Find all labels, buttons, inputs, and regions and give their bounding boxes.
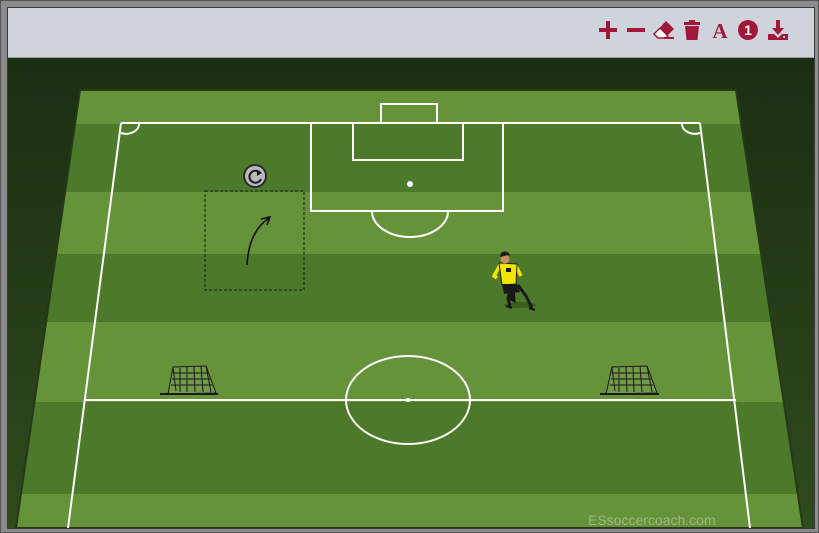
player-shirt-badge xyxy=(506,268,511,272)
player-head xyxy=(500,254,510,264)
left-touchline xyxy=(67,122,122,528)
player-boot-left xyxy=(505,305,513,309)
grass-stripes xyxy=(16,90,803,528)
center-spot xyxy=(406,398,410,402)
player-shirt xyxy=(498,262,518,286)
delete-button[interactable] xyxy=(680,18,704,42)
arrow-head xyxy=(260,215,272,226)
penalty-spot xyxy=(407,181,413,187)
eraser-icon xyxy=(652,21,674,39)
toolbar: A 1 xyxy=(8,8,814,58)
plus-icon xyxy=(599,21,617,39)
soccer-pitch[interactable]: ESsoccercoach.com xyxy=(8,58,814,528)
player-hair xyxy=(499,251,510,257)
number-badge-icon: 1 xyxy=(738,20,758,40)
curved-arrow[interactable] xyxy=(246,217,270,266)
text-button[interactable]: A xyxy=(708,18,732,42)
editor-canvas: A 1 xyxy=(7,7,815,529)
watermark: ESsoccercoach.com xyxy=(588,512,716,528)
minus-icon xyxy=(627,28,645,32)
text-tool-label: A xyxy=(712,19,728,42)
center-circle xyxy=(345,355,471,445)
rotate-icon xyxy=(248,169,262,184)
download-icon xyxy=(768,20,788,40)
corner-arc-left xyxy=(120,122,141,135)
player-shadow xyxy=(504,302,536,308)
player-leg-right xyxy=(516,284,534,309)
penalty-arc xyxy=(371,210,449,238)
pitch-edge xyxy=(14,89,805,528)
download-button[interactable] xyxy=(766,18,790,42)
player-boot-right xyxy=(528,307,536,311)
trash-icon xyxy=(684,20,700,40)
mini-goal-left[interactable] xyxy=(160,365,218,395)
player-shorts xyxy=(502,284,520,294)
text-a-icon: A xyxy=(712,19,728,42)
right-touchline xyxy=(699,122,751,528)
goal-frame xyxy=(380,103,438,124)
mini-goal-right[interactable] xyxy=(600,365,659,395)
goalkeeper-player[interactable] xyxy=(491,251,536,311)
selection-box[interactable] xyxy=(204,190,305,291)
number-tool-label: 1 xyxy=(744,22,752,38)
zoom-in-button[interactable] xyxy=(596,18,620,42)
zoom-out-button[interactable] xyxy=(624,18,648,42)
corner-arc-right xyxy=(680,122,701,135)
rotate-handle[interactable] xyxy=(243,164,267,188)
eraser-button[interactable] xyxy=(652,18,676,42)
player-arm-left xyxy=(491,264,502,280)
number-button[interactable]: 1 xyxy=(736,18,760,42)
pitch-lines xyxy=(67,103,751,528)
